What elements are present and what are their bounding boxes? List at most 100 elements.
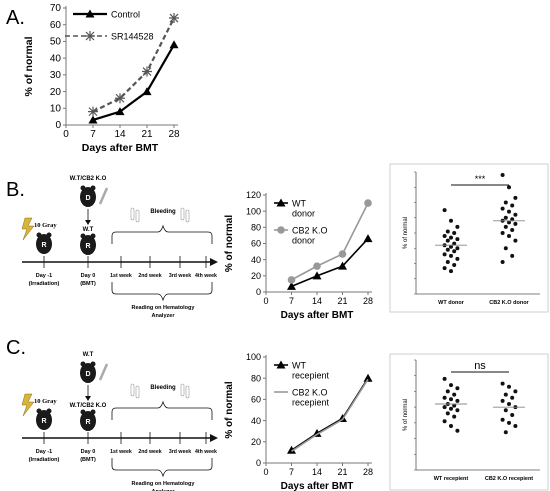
y-axis-title: % of normal	[224, 215, 235, 272]
dot-series-1: CB2 K.O recepient	[485, 381, 533, 482]
day0-sub: (BMT)	[80, 457, 96, 463]
dotplot-b-frame	[389, 163, 549, 313]
x-tick-label: 7	[289, 296, 294, 306]
mouse-body	[80, 411, 96, 431]
tube	[130, 207, 135, 221]
x-tick-label: 0	[263, 296, 268, 306]
tube	[180, 207, 185, 221]
data-point-marker	[287, 281, 296, 290]
series-line	[92, 17, 175, 113]
data-point	[510, 253, 515, 258]
mouse-letter: R	[41, 242, 46, 249]
x-tick-label: 21	[337, 296, 347, 306]
data-point	[510, 217, 515, 222]
data-point	[513, 195, 518, 200]
data-point	[500, 417, 505, 422]
data-point	[452, 241, 457, 246]
legend-marker	[85, 31, 95, 41]
dotplot-c-frame	[389, 353, 549, 491]
data-point	[442, 266, 447, 271]
week-label: 3rd week	[169, 449, 191, 455]
week-label: 2nd week	[138, 449, 161, 455]
data-point-marker	[313, 262, 321, 270]
tube	[180, 383, 185, 397]
data-point-marker	[338, 250, 347, 258]
x-tick-label: 28	[363, 296, 373, 306]
week-label: 2nd week	[138, 273, 161, 279]
syringe-icon	[98, 363, 109, 381]
dose-label: 10 Gray	[34, 398, 57, 405]
mouse-ear	[80, 185, 86, 191]
line-chart-c: 0 7 14 21 28 0 20 40 60 80 100 Days after BMT % of n…	[224, 352, 373, 491]
mouse-letter: R	[85, 243, 90, 250]
week-label: 4th week	[195, 449, 217, 455]
tube	[130, 383, 135, 397]
data-point	[452, 249, 457, 254]
dot-plot-b-dot: % of normal WT donor CB2 K.O donor ***	[403, 171, 540, 306]
data-point	[449, 244, 453, 249]
data-point	[452, 403, 457, 408]
y-tick-label: 50	[50, 37, 62, 48]
dot-series-0: WT donor	[435, 208, 467, 306]
series-line	[291, 378, 369, 453]
x-axis-title: Days after BMT	[281, 481, 354, 491]
week-label: 3rd week	[169, 273, 191, 279]
data-point	[503, 224, 508, 229]
x-tick-label: 28	[363, 467, 373, 477]
x-tick-label: 14	[312, 296, 322, 306]
donor-strain-label: W.T/CB2 K.O	[70, 176, 107, 182]
mouse-ear	[80, 409, 86, 415]
y-tick-label: 40	[251, 416, 261, 426]
day-minus1-label: Day -1	[36, 273, 53, 279]
bleeding-bracket	[111, 224, 213, 244]
data-point	[455, 246, 460, 251]
dose-label: 10 Gray	[34, 222, 57, 229]
data-point	[449, 253, 453, 258]
data-point	[503, 430, 508, 435]
data-point-marker	[363, 373, 373, 382]
series-0	[287, 373, 373, 454]
data-point-marker	[338, 261, 347, 270]
data-point	[510, 227, 515, 232]
mouse-ear	[46, 408, 52, 414]
data-point	[452, 414, 457, 419]
series-1	[291, 378, 369, 453]
legend-marker	[276, 360, 286, 369]
y-tick-label: 60	[251, 395, 261, 405]
legend-marker	[85, 9, 95, 18]
donor-mouse: D	[80, 361, 96, 383]
y-tick-label: 20	[251, 437, 261, 447]
y-tick-label: 0	[256, 458, 261, 468]
data-point	[500, 173, 505, 178]
y-tick-label: 70	[50, 3, 62, 14]
data-point-marker	[363, 234, 373, 243]
data-point	[500, 381, 505, 386]
day-minus1-sub: (Irradiation)	[29, 281, 60, 287]
recipient-strain-label: W.T	[83, 227, 94, 233]
legend-label: Control	[111, 10, 140, 20]
data-point	[510, 395, 515, 400]
significance-label: ***	[475, 174, 486, 184]
mouse-ear	[90, 185, 96, 191]
line-chart-a: 0 7 14 21 28 0 10 20 30 40 50 60 70 Days after BMT % o…	[23, 3, 180, 154]
data-point-marker	[364, 199, 372, 207]
data-point	[503, 215, 508, 220]
tube	[135, 209, 140, 223]
y-tick-label: 30	[50, 70, 62, 81]
y-tick-label: 60	[251, 239, 261, 249]
day0-sub: (BMT)	[80, 281, 96, 287]
recipient-mouse-day-minus1: R	[36, 408, 52, 430]
data-point	[503, 392, 508, 397]
data-point	[442, 376, 447, 381]
y-tick-label: 0	[55, 120, 61, 131]
tube	[185, 209, 190, 223]
data-point-marker	[142, 66, 152, 77]
legend-label: SR144528	[111, 32, 154, 42]
y-tick-label: 40	[50, 53, 62, 64]
data-point	[503, 408, 508, 413]
donor-strain-label: W.T	[83, 352, 94, 358]
series-line	[291, 238, 369, 288]
tube	[185, 385, 190, 399]
data-point	[445, 411, 450, 416]
legend-label: donor	[292, 236, 315, 246]
